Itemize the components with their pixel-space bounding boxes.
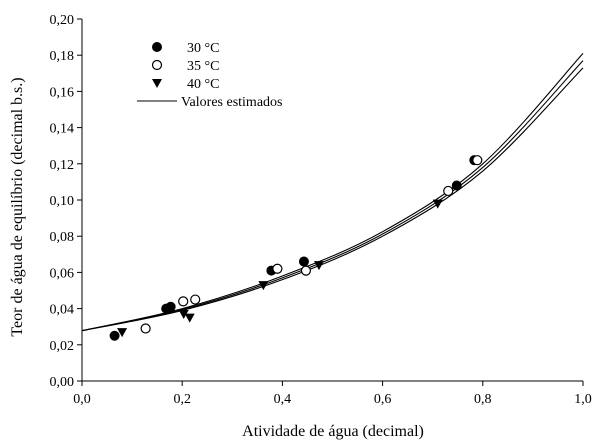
y-tick-label: 0,16: [50, 85, 75, 100]
x-tick-label: 0,8: [474, 392, 492, 407]
data-point: [258, 281, 269, 291]
legend-label: 40 °C: [187, 77, 219, 92]
legend-marker: [152, 79, 162, 88]
y-axis-label: Teor de água de equilíbrio (decimal b.s.…: [9, 77, 26, 336]
fitted-curve: [81, 67, 584, 332]
y-tick-label: 0,20: [50, 13, 75, 28]
fitted-curve: [81, 60, 584, 332]
data-point: [109, 330, 120, 341]
legend-marker: [151, 59, 163, 71]
y-tick-label: 0,06: [50, 266, 75, 281]
fitted-curve: [81, 53, 584, 332]
data-point: [117, 328, 128, 338]
data-point: [272, 263, 283, 274]
data-point: [165, 301, 176, 312]
x-tick-label: 0,0: [73, 392, 91, 407]
data-point: [313, 261, 324, 271]
y-tick-label: 0,02: [50, 339, 75, 354]
data-point: [190, 294, 201, 305]
data-point: [140, 323, 151, 334]
data-point: [178, 296, 189, 307]
data-point: [298, 256, 309, 267]
y-tick-label: 0,00: [50, 375, 75, 390]
legend-label: 30 °C: [187, 41, 219, 56]
x-axis-label: Atividade de água (decimal): [242, 423, 424, 440]
data-point: [432, 199, 443, 209]
legend-marker: [152, 42, 162, 52]
data-point: [300, 265, 312, 276]
axes: 0,0 0,2 0,4 0,6 0,8 1,0 0,00 0,02 0,04 0,06 0,08 0,…: [50, 13, 592, 407]
legend-label: 35 °C: [187, 59, 219, 74]
data-point: [472, 155, 483, 166]
y-tick-label: 0,12: [50, 158, 75, 173]
x-tick-label: 1,0: [574, 392, 592, 407]
data-point: [451, 180, 462, 191]
data-point: [443, 185, 454, 197]
y-tick-label: 0,18: [50, 49, 75, 64]
legend: 30 °C 35 °C 40 °C Valores estimados: [137, 41, 282, 110]
y-tick-label: 0,14: [50, 122, 75, 137]
legend-label: Valores estimados: [181, 95, 282, 110]
data-point: [178, 310, 189, 320]
x-tick-label: 0,6: [374, 392, 392, 407]
data-point: [184, 313, 195, 323]
x-tick-label: 0,4: [274, 392, 292, 407]
data-points: [109, 155, 483, 341]
y-tick-label: 0,04: [50, 303, 75, 318]
fitted-curves: [81, 53, 584, 332]
y-tick-label: 0,08: [50, 230, 75, 245]
y-tick-label: 0,10: [50, 194, 75, 209]
x-tick-label: 0,2: [173, 392, 191, 407]
